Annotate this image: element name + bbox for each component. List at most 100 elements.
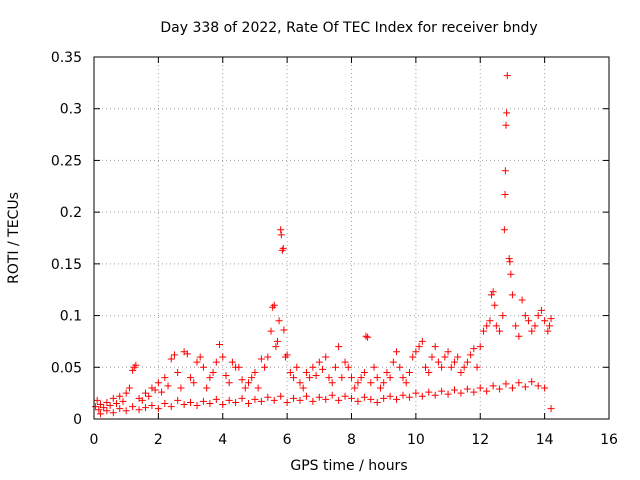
data-point bbox=[296, 379, 304, 387]
data-point bbox=[92, 403, 100, 411]
data-point bbox=[302, 368, 310, 376]
data-point bbox=[405, 393, 413, 401]
data-point bbox=[219, 353, 227, 361]
data-point bbox=[348, 374, 355, 382]
data-point bbox=[507, 270, 515, 278]
data-point bbox=[119, 397, 127, 405]
data-point bbox=[219, 401, 227, 409]
data-point bbox=[386, 374, 394, 382]
data-point bbox=[528, 327, 536, 335]
data-point bbox=[483, 387, 491, 395]
data-point bbox=[296, 396, 304, 404]
y-axis-label: ROTI / TECUs bbox=[6, 192, 22, 284]
data-point bbox=[418, 337, 426, 345]
data-point bbox=[187, 398, 195, 406]
data-point bbox=[199, 363, 207, 371]
data-point bbox=[264, 353, 272, 361]
data-point bbox=[138, 396, 146, 404]
data-point bbox=[277, 231, 285, 239]
data-point bbox=[547, 315, 555, 323]
data-point bbox=[486, 317, 494, 325]
data-point bbox=[428, 353, 436, 361]
data-point bbox=[251, 368, 259, 376]
data-point bbox=[103, 407, 111, 415]
data-point bbox=[386, 392, 394, 400]
data-point bbox=[501, 167, 509, 175]
data-point bbox=[338, 374, 346, 382]
data-point bbox=[376, 384, 384, 392]
data-point bbox=[438, 387, 446, 395]
data-point bbox=[434, 358, 442, 366]
data-point bbox=[328, 379, 336, 387]
data-point bbox=[322, 353, 330, 361]
data-point bbox=[277, 226, 285, 234]
data-point bbox=[457, 389, 465, 397]
data-point bbox=[109, 394, 117, 402]
data-point bbox=[451, 358, 458, 366]
data-point bbox=[100, 404, 108, 412]
data-point bbox=[354, 379, 362, 387]
scatter-points bbox=[92, 72, 555, 418]
data-point bbox=[283, 398, 291, 406]
data-point bbox=[425, 368, 433, 376]
y-tick-label: 0.25 bbox=[51, 153, 82, 169]
data-point bbox=[142, 404, 149, 412]
data-point bbox=[370, 363, 378, 371]
data-point bbox=[142, 389, 149, 397]
data-point bbox=[272, 343, 280, 351]
data-point bbox=[364, 333, 372, 341]
data-point bbox=[460, 363, 468, 371]
data-point bbox=[489, 382, 497, 390]
data-point bbox=[96, 410, 104, 418]
data-point bbox=[309, 363, 317, 371]
data-point bbox=[463, 358, 471, 366]
data-point bbox=[270, 301, 278, 309]
chart-title: Day 338 of 2022, Rate Of TEC Index for r… bbox=[160, 20, 537, 36]
x-tick-label: 12 bbox=[471, 432, 489, 448]
data-point bbox=[528, 378, 536, 386]
data-point bbox=[444, 390, 452, 398]
x-tick-label: 4 bbox=[218, 432, 227, 448]
x-tick-label: 6 bbox=[283, 432, 292, 448]
data-point bbox=[380, 394, 388, 402]
data-point bbox=[467, 351, 475, 359]
data-point bbox=[341, 392, 349, 400]
data-point bbox=[116, 392, 124, 400]
data-point bbox=[193, 402, 201, 410]
data-point bbox=[206, 399, 214, 407]
data-point bbox=[483, 322, 491, 330]
data-point bbox=[431, 391, 439, 399]
data-point bbox=[502, 380, 510, 388]
data-point bbox=[389, 358, 397, 366]
data-point bbox=[174, 368, 182, 376]
data-point bbox=[238, 394, 246, 402]
data-point bbox=[402, 379, 410, 387]
y-tick-label: 0.35 bbox=[51, 50, 82, 66]
data-point bbox=[373, 398, 381, 406]
data-point bbox=[190, 379, 198, 387]
x-axis-ticks: 0 2 4 6 8 10 12 14 16 bbox=[90, 57, 618, 448]
data-point bbox=[360, 368, 368, 376]
data-point bbox=[503, 72, 511, 80]
data-point bbox=[270, 396, 278, 404]
data-point bbox=[344, 363, 352, 371]
data-point bbox=[135, 406, 143, 414]
data-point bbox=[537, 306, 545, 314]
data-point bbox=[199, 397, 207, 405]
data-point bbox=[418, 392, 426, 400]
data-point bbox=[351, 384, 359, 392]
data-point bbox=[167, 355, 175, 363]
data-point bbox=[357, 374, 365, 382]
data-point bbox=[479, 327, 487, 335]
data-point bbox=[212, 358, 220, 366]
data-point bbox=[299, 384, 307, 392]
data-point bbox=[393, 348, 401, 356]
y-tick-label: 0.15 bbox=[51, 257, 82, 273]
data-point bbox=[212, 395, 220, 403]
data-point bbox=[222, 372, 230, 380]
data-point bbox=[383, 368, 391, 376]
data-point bbox=[547, 405, 555, 413]
data-point bbox=[96, 401, 104, 409]
data-point bbox=[341, 358, 349, 366]
data-point bbox=[225, 396, 233, 404]
